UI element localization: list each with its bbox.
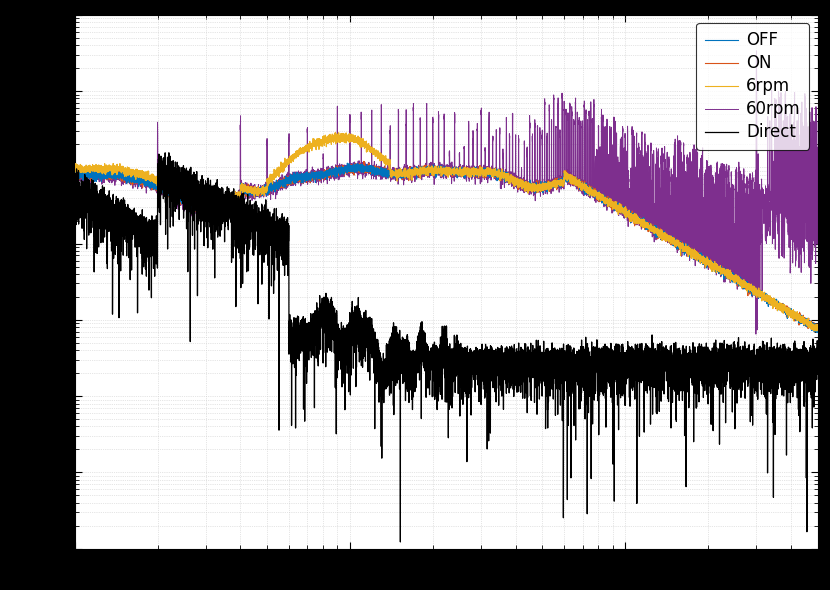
60rpm <box>115 171 124 178</box>
ON <box>70 175 80 182</box>
ON <box>215 202 225 209</box>
Direct <box>115 218 124 225</box>
Direct <box>433 345 443 352</box>
OFF <box>73 168 83 175</box>
OFF <box>813 324 823 332</box>
Direct <box>395 539 405 546</box>
Direct <box>164 149 173 156</box>
OFF <box>115 171 124 178</box>
Legend: OFF, ON, 6rpm, 60rpm, Direct: OFF, ON, 6rpm, 60rpm, Direct <box>696 23 809 150</box>
6rpm <box>73 168 83 175</box>
60rpm <box>813 240 823 247</box>
ON <box>813 326 823 333</box>
6rpm <box>215 204 225 211</box>
Direct <box>73 204 83 211</box>
Line: 60rpm: 60rpm <box>75 51 818 334</box>
Line: OFF: OFF <box>75 163 818 333</box>
OFF <box>773 301 783 309</box>
60rpm <box>70 172 80 179</box>
Direct <box>773 359 783 366</box>
60rpm <box>73 171 83 178</box>
60rpm <box>432 170 442 177</box>
ON <box>359 158 369 165</box>
Direct <box>100 201 110 208</box>
60rpm <box>751 47 761 54</box>
6rpm <box>115 166 124 173</box>
ON <box>115 175 124 182</box>
60rpm <box>773 231 783 238</box>
Line: ON: ON <box>75 162 818 332</box>
60rpm <box>751 330 761 337</box>
60rpm <box>215 201 225 208</box>
6rpm <box>70 163 80 171</box>
6rpm <box>100 165 110 172</box>
6rpm <box>432 166 442 173</box>
6rpm <box>330 129 340 136</box>
60rpm <box>100 170 110 177</box>
ON <box>812 329 822 336</box>
ON <box>432 170 442 177</box>
6rpm <box>773 303 783 310</box>
OFF <box>432 166 442 173</box>
Line: Direct: Direct <box>75 153 818 542</box>
ON <box>73 172 83 179</box>
Line: 6rpm: 6rpm <box>75 133 818 331</box>
Direct <box>70 259 80 266</box>
Direct <box>215 206 225 213</box>
ON <box>100 173 110 181</box>
OFF <box>812 329 822 336</box>
6rpm <box>812 327 822 335</box>
OFF <box>100 167 110 174</box>
6rpm <box>813 325 823 332</box>
OFF <box>342 160 352 167</box>
OFF <box>215 199 225 206</box>
ON <box>773 303 783 310</box>
OFF <box>70 171 80 178</box>
Direct <box>813 370 823 377</box>
